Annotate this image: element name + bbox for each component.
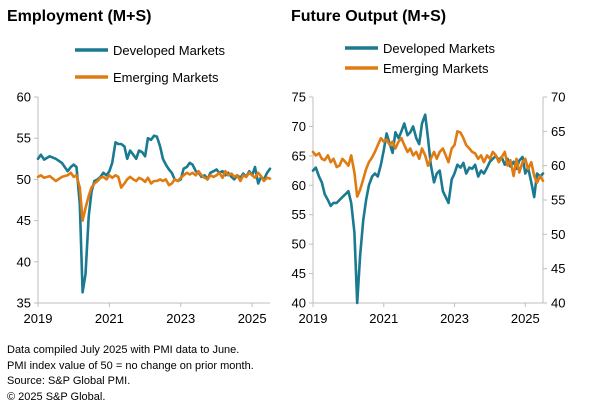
future-output-y-tick-label: 60 bbox=[292, 178, 306, 193]
future-output-y-tick-label: 55 bbox=[292, 207, 306, 222]
employment-line-developed-markets bbox=[36, 134, 272, 294]
future-output-y-tick-label: 50 bbox=[292, 237, 306, 252]
future-output-x-tick-label: 2025 bbox=[511, 311, 540, 326]
employment-legend-label-emerging-markets: Emerging Markets bbox=[113, 70, 219, 85]
employment-x-tick-label: 2023 bbox=[166, 311, 195, 326]
footnotes: Data compiled July 2025 with PMI data to… bbox=[7, 343, 254, 405]
employment-x-tick-label: 2019 bbox=[24, 311, 53, 326]
future-output-legend-label-developed-markets: Developed Markets bbox=[383, 41, 495, 56]
employment-y-tick-label: 60 bbox=[17, 90, 31, 105]
employment-y-tick-label: 40 bbox=[17, 254, 31, 269]
future-output-y-tick-label-right: 55 bbox=[551, 193, 565, 208]
future-output-x-tick-label: 2021 bbox=[369, 311, 398, 326]
future-output-line-emerging-markets bbox=[311, 130, 545, 198]
employment-y-tick-label: 55 bbox=[17, 131, 31, 146]
future-output-x-tick-label: 2019 bbox=[299, 311, 328, 326]
footnote-copyright: © 2025 S&P Global. bbox=[7, 390, 106, 403]
employment-chart-title: Employment (M+S) bbox=[7, 8, 152, 25]
footnote-data-compiled: Data compiled July 2025 with PMI data to… bbox=[7, 344, 240, 356]
future-output-y-tick-label: 70 bbox=[292, 119, 306, 134]
employment-y-tick-label: 50 bbox=[17, 172, 31, 187]
future-output-line-developed-markets bbox=[311, 113, 545, 305]
future-output-y-tick-label-right: 65 bbox=[551, 124, 565, 139]
future-output-y-tick-label: 65 bbox=[292, 148, 306, 163]
future-output-y-tick-label-right: 50 bbox=[551, 227, 565, 242]
future-output-legend-label-emerging-markets: Emerging Markets bbox=[383, 61, 489, 76]
employment-x-tick-label: 2025 bbox=[238, 311, 267, 326]
future-output-x-tick-label: 2023 bbox=[440, 311, 469, 326]
future-output-chart-title: Future Output (M+S) bbox=[291, 8, 447, 25]
future-output-y-tick-label: 40 bbox=[292, 296, 306, 311]
future-output-y-tick-label-right: 40 bbox=[551, 296, 565, 311]
employment-y-tick-label: 45 bbox=[17, 213, 31, 228]
employment-line-emerging-markets bbox=[36, 169, 272, 222]
footnote-pmi-definition: PMI index value of 50 = no change on pri… bbox=[7, 359, 254, 372]
employment-y-tick-label: 35 bbox=[17, 296, 31, 311]
future-output-y-tick-label: 75 bbox=[292, 90, 306, 105]
future-output-y-tick-label-right: 60 bbox=[551, 158, 565, 173]
future-output-y-tick-label-right: 70 bbox=[551, 90, 565, 105]
footnote-source: Source: S&P Global PMI. bbox=[7, 375, 131, 387]
future-output-y-tick-label-right: 45 bbox=[551, 261, 565, 276]
future-output-y-tick-label: 45 bbox=[292, 266, 306, 281]
employment-x-tick-label: 2021 bbox=[95, 311, 124, 326]
employment-legend-label-developed-markets: Developed Markets bbox=[113, 43, 225, 58]
